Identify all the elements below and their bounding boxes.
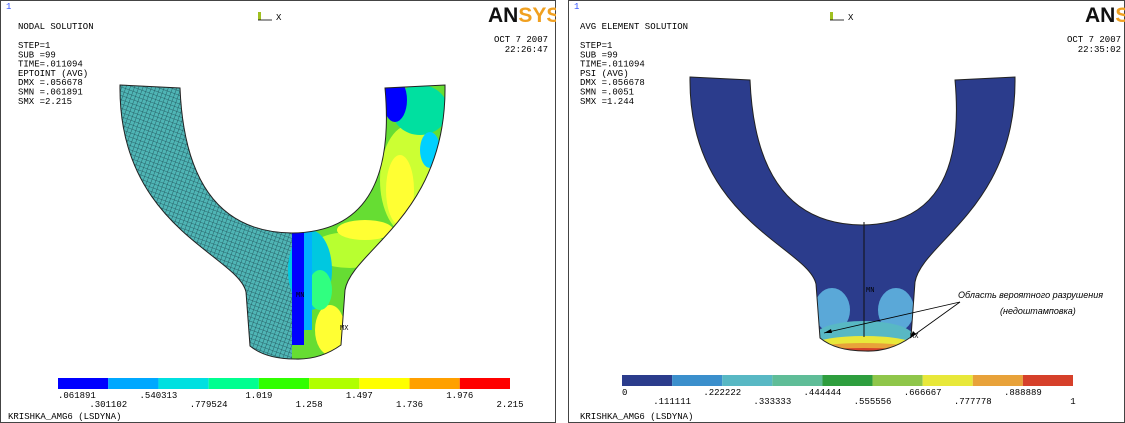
- legend-label: 1.976: [446, 391, 473, 401]
- info-line: SMX =2.215: [18, 97, 72, 107]
- legend-swatch: [108, 378, 158, 389]
- legend-swatch: [58, 378, 108, 389]
- legend-label: 2.215: [496, 400, 523, 410]
- legend-swatch: [722, 375, 772, 386]
- legend-swatch: [259, 378, 309, 389]
- legend-label: 1.258: [296, 400, 323, 410]
- legend-swatch: [873, 375, 923, 386]
- logo: ANSYS: [1085, 4, 1125, 27]
- panel-border: [1, 1, 556, 423]
- contour-cyan: [304, 230, 312, 330]
- legend-label: 1: [1070, 397, 1075, 407]
- legend-swatch: [772, 375, 822, 386]
- logo-light: SYS: [1115, 4, 1125, 27]
- legend-swatch: [460, 378, 510, 389]
- extreme-marker: MN: [296, 292, 304, 300]
- legend-swatch: [973, 375, 1023, 386]
- window-number: 1: [6, 2, 11, 12]
- logo-dark: AN: [1085, 4, 1115, 27]
- time: 22:35:02: [1078, 45, 1121, 55]
- legend-label: 1.497: [346, 391, 373, 401]
- page: 1NODAL SOLUTIONSTEP=1SUB =99TIME=.011094…: [0, 0, 1125, 423]
- logo-light: SYS: [518, 4, 556, 27]
- legend-label: .779524: [190, 400, 228, 410]
- legend-swatch: [1023, 375, 1073, 386]
- footer: KRISHKA_AMG6 (LSDYNA): [8, 412, 121, 422]
- axis-label: X: [848, 13, 854, 23]
- date: OCT 7 2007: [494, 35, 548, 45]
- contour-base: [670, 62, 1040, 362]
- legend-swatch: [622, 375, 672, 386]
- model: [100, 70, 462, 370]
- legend-label: 1.736: [396, 400, 423, 410]
- legend-label: .444444: [804, 388, 842, 398]
- plot-title: AVG ELEMENT SOLUTION: [580, 22, 688, 32]
- legend-label: .222222: [703, 388, 741, 398]
- logo: ANSYS: [488, 4, 556, 27]
- legend-swatch: [209, 378, 259, 389]
- legend-label: .333333: [753, 397, 791, 407]
- time: 22:26:47: [505, 45, 548, 55]
- contours: [670, 62, 1040, 362]
- contour: [386, 155, 414, 225]
- window-number: 1: [574, 2, 579, 12]
- legend-swatch: [923, 375, 973, 386]
- legend-swatch: [158, 378, 208, 389]
- axis-triad: [258, 12, 261, 20]
- legend-label: .777778: [954, 397, 992, 407]
- extreme-marker: MN: [866, 287, 874, 295]
- legend-label: .666667: [904, 388, 942, 398]
- legend-label: .540313: [140, 391, 178, 401]
- legend-swatch: [822, 375, 872, 386]
- legend-label: .301102: [89, 400, 127, 410]
- legend-label: .888889: [1004, 388, 1042, 398]
- legend-swatch: [410, 378, 460, 389]
- annotation: Область вероятного разрушения: [958, 290, 1103, 300]
- mesh-half: [100, 70, 292, 370]
- legend-label: .555556: [854, 397, 892, 407]
- model: [670, 62, 1040, 362]
- date: OCT 7 2007: [1067, 35, 1121, 45]
- legend-swatch: [359, 378, 409, 389]
- footer: KRISHKA_AMG6 (LSDYNA): [580, 412, 693, 422]
- panel-border: [569, 1, 1125, 423]
- logo-dark: AN: [488, 4, 518, 27]
- legend-label: 1.019: [245, 391, 272, 401]
- contours: [100, 70, 462, 370]
- axis-label: X: [276, 13, 282, 23]
- legend-swatch: [672, 375, 722, 386]
- legend-label: 0: [622, 388, 627, 398]
- plot-title: NODAL SOLUTION: [18, 22, 94, 32]
- legend-swatch: [309, 378, 359, 389]
- legend-label: .111111: [653, 397, 691, 407]
- extreme-marker: MX: [340, 325, 349, 333]
- annotation: (недоштамповка): [1000, 306, 1076, 316]
- axis-triad: [830, 12, 833, 20]
- info-line: SMX =1.244: [580, 97, 634, 107]
- contour-blue: [292, 225, 304, 345]
